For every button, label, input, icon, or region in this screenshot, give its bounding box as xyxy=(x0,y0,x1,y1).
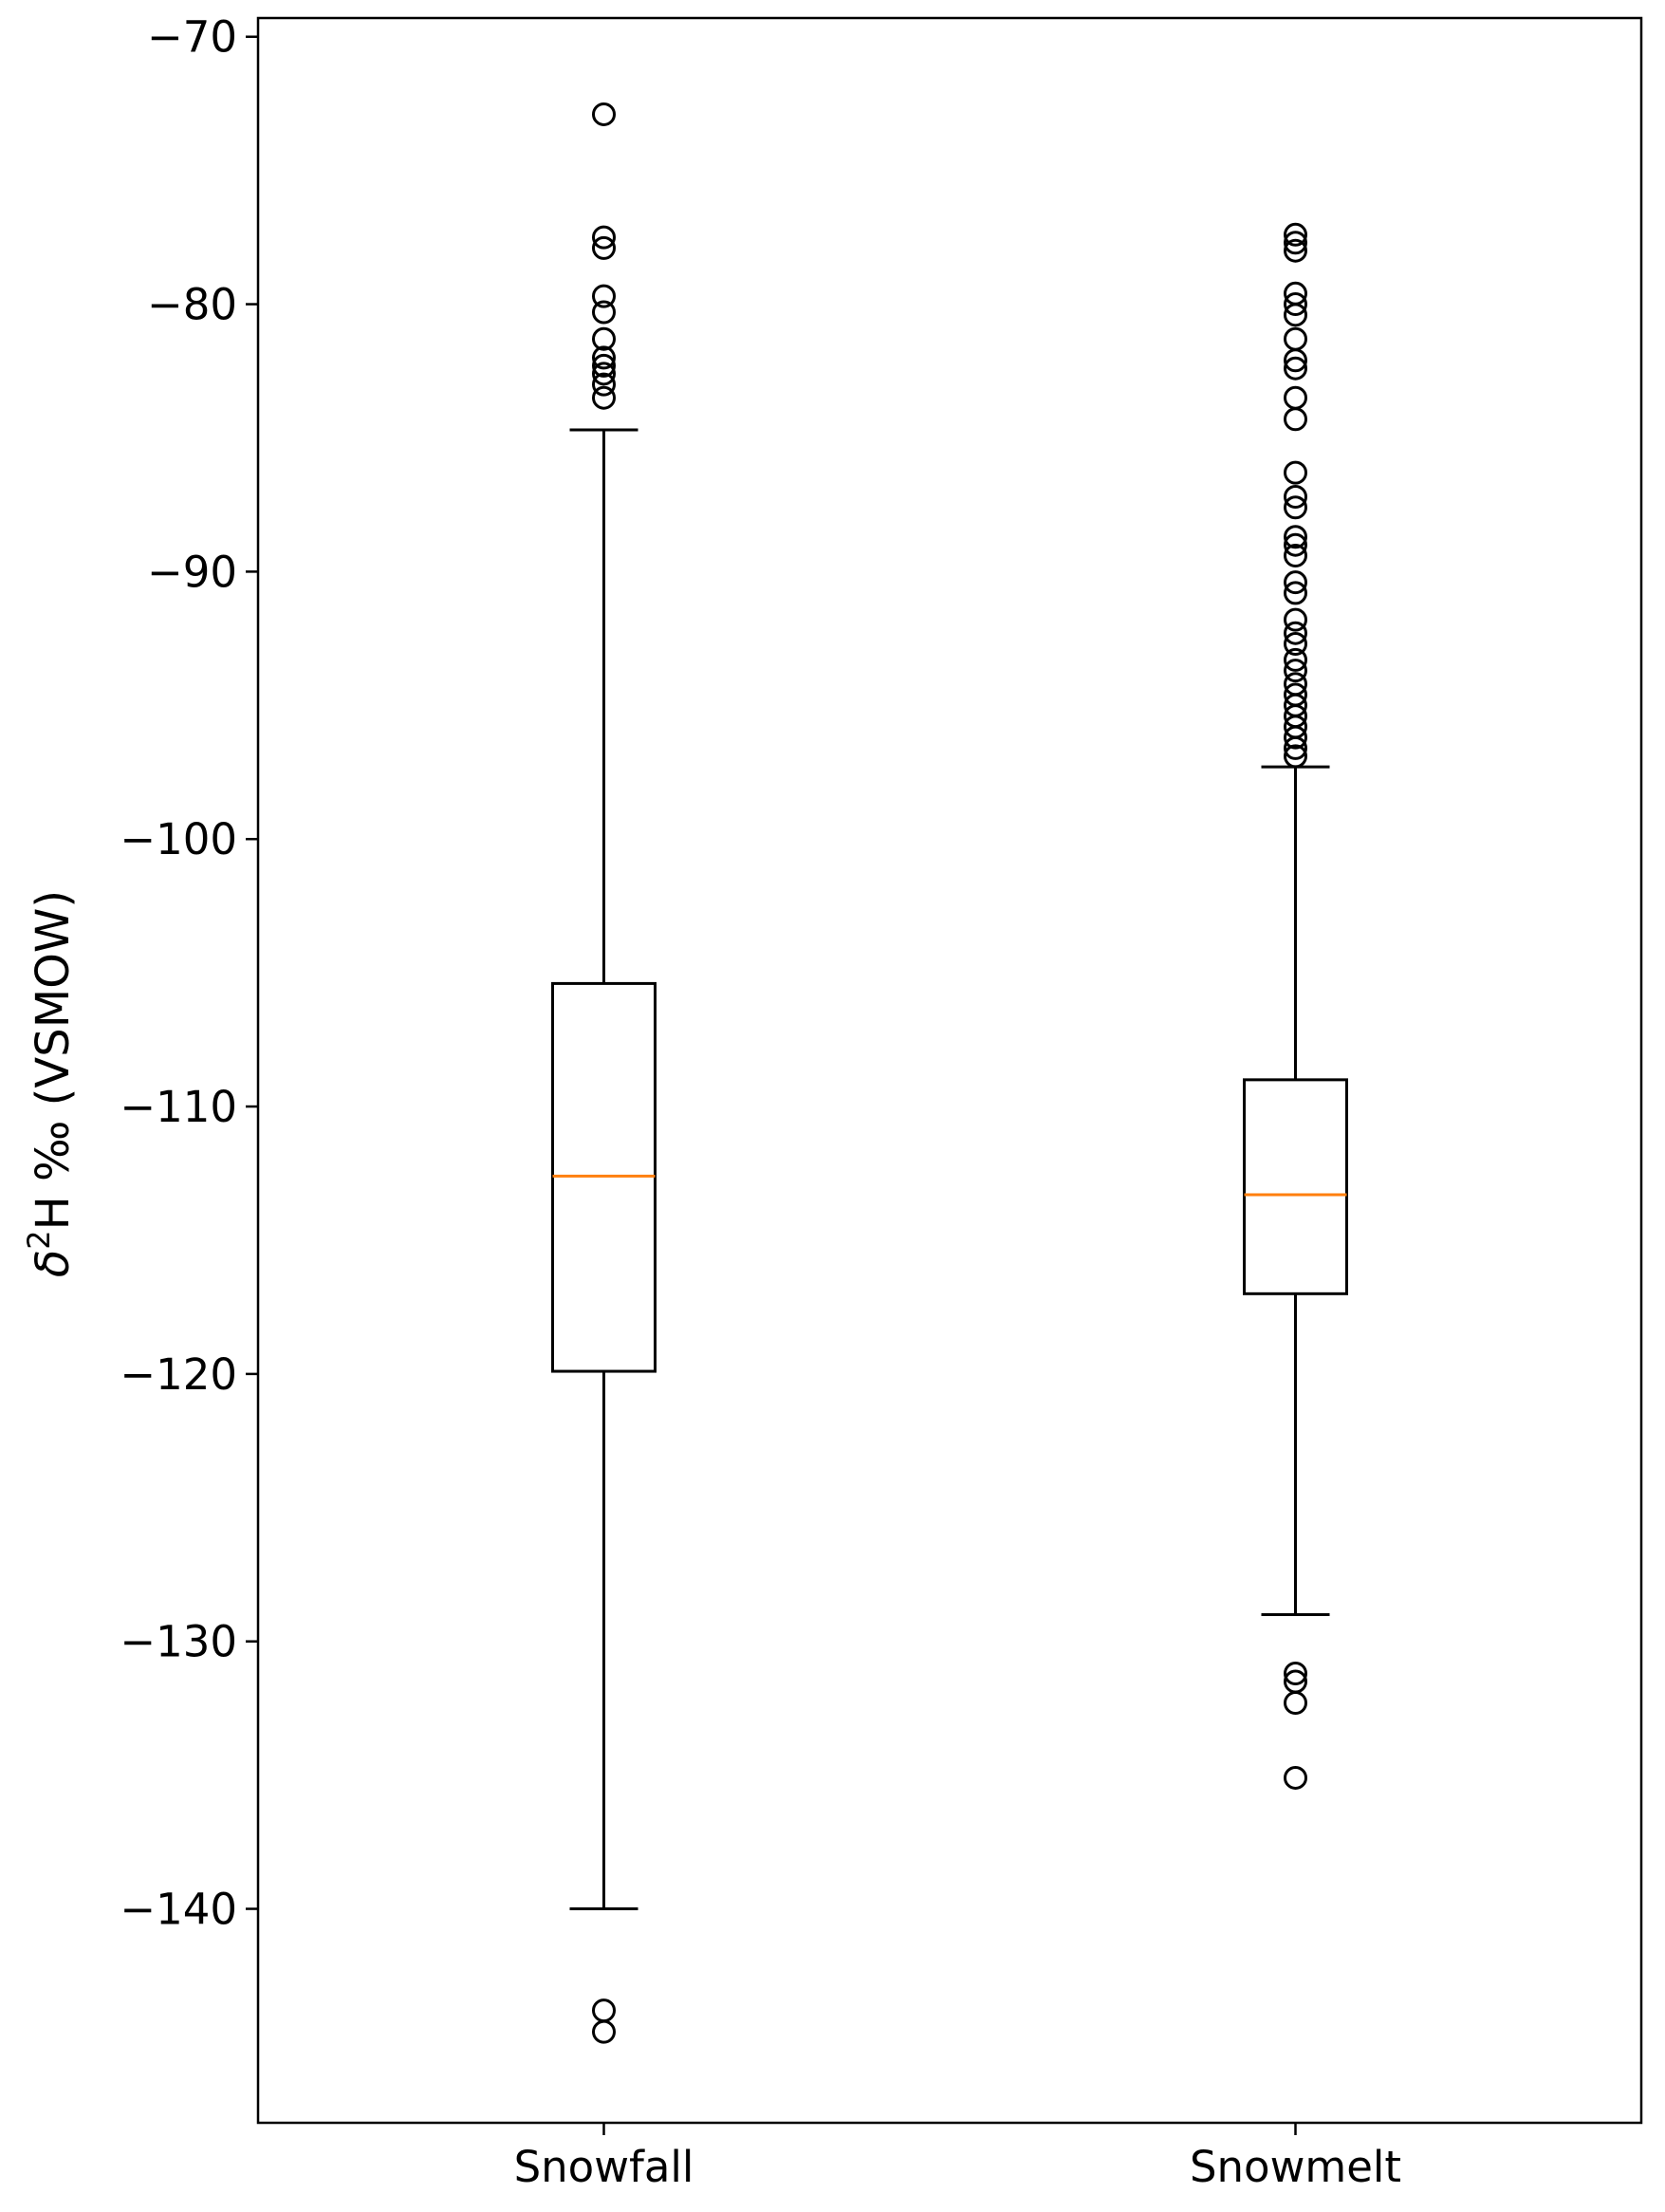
outlier-point xyxy=(592,362,616,386)
outlier-point xyxy=(592,225,616,250)
outlier-point xyxy=(1284,356,1307,381)
y-tick-label: −70 xyxy=(147,12,237,63)
outlier-point xyxy=(1284,631,1307,656)
outlier-point xyxy=(1284,348,1307,373)
outlier-point xyxy=(592,326,616,351)
y-axis-title-delta: δ xyxy=(27,1250,80,1277)
iqr-box xyxy=(1243,1078,1348,1295)
outlier-point xyxy=(592,2019,616,2044)
outlier-point xyxy=(1284,1691,1307,1716)
outlier-point xyxy=(1284,725,1307,750)
outlier-point xyxy=(592,235,616,260)
outlier-point xyxy=(1284,543,1307,567)
outlier-point xyxy=(1284,222,1307,247)
outlier-point xyxy=(592,385,616,410)
outlier-point xyxy=(1284,231,1307,255)
y-axis-title-text: H ‰ (VSMOW) xyxy=(27,890,80,1230)
outlier-point xyxy=(1284,607,1307,632)
outlier-point xyxy=(1284,532,1307,557)
outlier-point xyxy=(1284,735,1307,760)
plot-area xyxy=(256,16,1643,2125)
y-axis-title: δ2H ‰ (VSMOW) xyxy=(21,890,80,1277)
y-axis-title-superscript: 2 xyxy=(21,1230,57,1249)
outlier-point xyxy=(1284,570,1307,595)
outlier-point xyxy=(592,284,616,308)
x-tick-label: Snowmelt xyxy=(1190,2142,1401,2192)
axes-frame xyxy=(256,16,1643,2125)
outlier-point xyxy=(1284,525,1307,549)
outlier-point xyxy=(1284,407,1307,432)
y-tick-label: −100 xyxy=(120,814,237,864)
outlier-point xyxy=(592,300,616,325)
outlier-point xyxy=(1284,621,1307,645)
outlier-point xyxy=(592,372,616,397)
outlier-point xyxy=(592,353,616,378)
outlier-point xyxy=(1284,1765,1307,1790)
box-group-snowmelt xyxy=(1243,222,1348,1790)
outlier-point xyxy=(1284,385,1307,410)
y-tick-label: −110 xyxy=(120,1082,237,1132)
x-axis: Snowfall Snowmelt xyxy=(514,2123,1401,2192)
outlier-point xyxy=(1284,1662,1307,1686)
outlier-point xyxy=(1284,460,1307,485)
outlier-point xyxy=(1284,292,1307,317)
outlier-point xyxy=(1284,238,1307,263)
outlier-point xyxy=(1284,659,1307,683)
outlier-point xyxy=(1284,303,1307,327)
outlier-point xyxy=(1284,581,1307,605)
y-tick-label: −120 xyxy=(120,1349,237,1400)
outlier-point xyxy=(592,1998,616,2023)
outlier-point xyxy=(1284,647,1307,672)
outlier-point xyxy=(592,345,616,370)
outlier-point xyxy=(1284,326,1307,351)
y-tick-label: −130 xyxy=(120,1617,237,1667)
y-axis: −70 −80 −90 −100 −110 −120 −130 −140 xyxy=(120,12,258,1935)
y-tick-label: −90 xyxy=(147,547,237,597)
outlier-point xyxy=(1284,744,1307,769)
outlier-point xyxy=(1284,495,1307,520)
outlier-point xyxy=(1284,484,1307,509)
y-tick-label: −140 xyxy=(120,1885,237,1935)
outlier-point xyxy=(592,102,616,126)
box-group-snowfall xyxy=(551,102,657,2044)
y-tick-label: −80 xyxy=(147,280,237,330)
x-tick-label: Snowfall xyxy=(514,2142,694,2192)
